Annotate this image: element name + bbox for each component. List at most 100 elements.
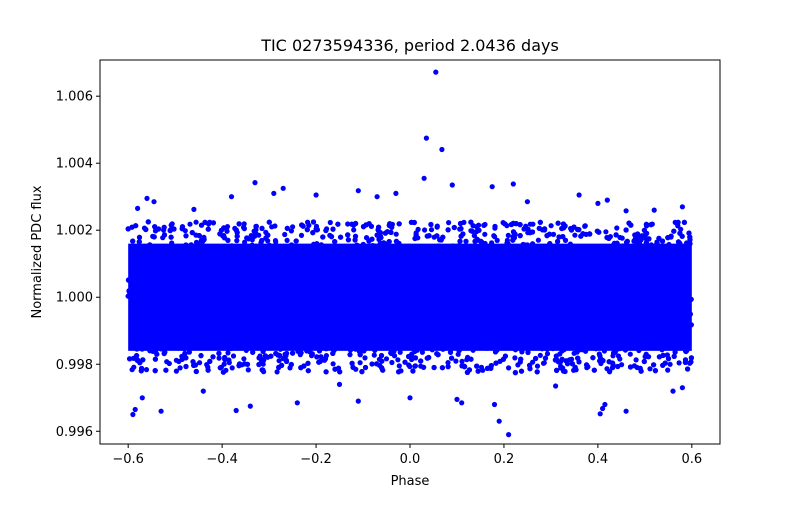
flux-point [147,348,153,354]
flux-point [636,273,642,279]
flux-outlier-point [439,146,445,153]
flux-point [301,314,307,320]
x-axis-ticks: −0.6 −0.4 −0.2 0.0 0.2 0.4 0.6 [112,444,702,467]
flux-point [578,233,584,239]
flux-point [139,346,145,352]
flux-point [578,278,584,284]
flux-point [386,222,392,228]
y-tick-label: 1.006 [56,90,93,105]
flux-point [560,221,567,227]
flux-point [492,291,498,297]
flux-point [335,365,342,371]
flux-point [298,350,304,356]
flux-outlier-point [459,400,465,406]
flux-point [138,319,144,326]
y-tick-label: 1.000 [56,291,93,306]
flux-point [503,305,509,311]
flux-point [434,233,440,239]
flux-point [650,307,656,313]
flux-point [158,344,164,350]
flux-point [411,321,418,327]
flux-point [245,367,251,373]
flux-outlier-point [252,180,258,186]
flux-point [587,231,593,237]
flux-point [283,357,289,363]
flux-point [449,355,455,361]
flux-point [229,365,235,371]
flux-point [262,295,268,301]
flux-point [600,302,606,309]
flux-point [624,239,630,245]
flux-point [274,369,280,375]
flux-point [301,292,307,298]
flux-point [320,234,326,240]
flux-point [192,297,198,303]
flux-point [177,365,183,371]
flux-point [590,355,596,361]
flux-point [555,220,561,226]
flux-point [388,229,394,235]
flux-point [210,282,216,288]
flux-point [669,293,676,299]
flux-point [234,344,241,350]
flux-point [681,343,688,349]
flux-point [471,233,477,239]
flux-point [351,227,357,233]
flux-point [252,297,258,303]
flux-point [221,293,227,299]
flux-point [474,287,481,293]
flux-point [163,367,169,373]
flux-point [527,301,534,307]
flux-point [379,284,385,290]
flux-point [503,292,509,299]
flux-point [134,357,141,363]
flux-point [226,357,232,363]
flux-point [217,365,223,371]
flux-point [374,304,380,310]
flux-point [327,313,333,319]
flux-point [643,221,650,227]
flux-point [428,288,434,294]
flux-point [362,355,368,361]
flux-point [333,312,339,318]
flux-point [521,291,528,297]
flux-point [317,245,323,251]
flux-point [615,363,621,370]
flux-point [196,311,202,317]
flux-point [347,352,353,358]
flux-point [563,296,569,302]
flux-point [155,309,161,315]
flux-point [394,295,400,301]
flux-point [225,350,231,356]
flux-point [684,312,690,318]
flux-point [342,289,348,295]
flux-point [225,237,231,243]
flux-point [268,353,274,359]
flux-outlier-point [132,406,138,413]
flux-point [357,349,363,355]
flux-point [345,221,351,227]
flux-point [368,305,374,311]
flux-point [183,233,189,239]
flux-point [510,220,516,226]
flux-point [520,241,526,248]
flux-point [570,320,576,326]
flux-point [470,347,476,353]
flux-point [540,360,547,366]
flux-point [464,369,470,375]
flux-point [476,227,482,233]
flux-point [401,343,408,349]
flux-point [376,236,382,242]
flux-outlier-point [139,395,145,401]
flux-point [288,228,294,234]
flux-point [492,309,498,316]
flux-point [256,294,262,300]
flux-point [671,312,678,318]
flux-point [305,360,311,366]
flux-point [598,321,605,327]
flux-point [445,227,451,233]
flux-point [197,360,203,366]
flux-point [207,358,213,364]
flux-point [358,288,365,295]
flux-point [596,229,602,235]
